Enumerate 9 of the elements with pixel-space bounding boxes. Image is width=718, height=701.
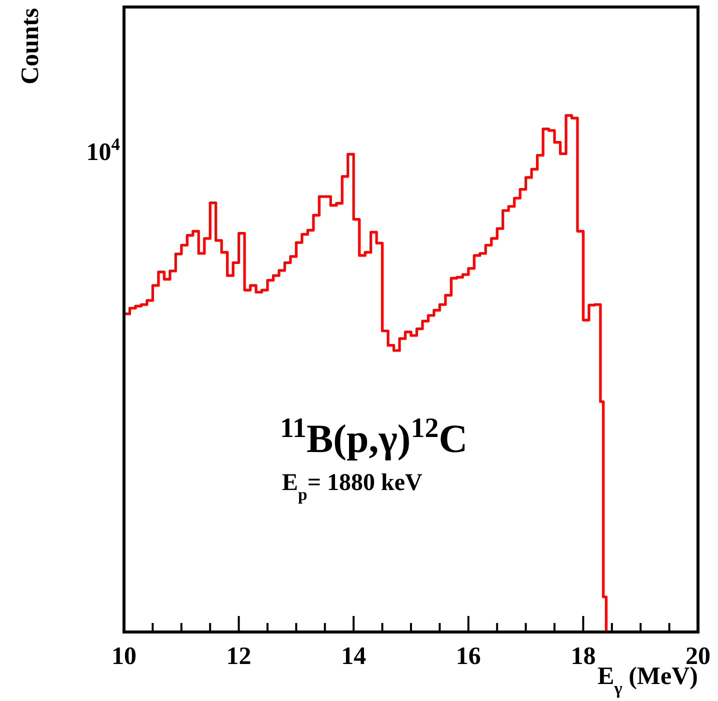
x-tick-label: 16: [456, 643, 481, 670]
x-tick-label: 14: [341, 643, 367, 670]
annotation: E$_{p}$= 1880 keV: [282, 470, 424, 504]
x-tick-label: 12: [226, 643, 252, 670]
annotation: $^{11}$B(p,γ)$^{12}$C: [280, 412, 468, 461]
text: 10$^{4}$: [86, 134, 120, 166]
x-tick-label: 18: [570, 643, 596, 670]
x-tick-label: 10: [112, 643, 136, 670]
y-axis-title: Counts: [17, 8, 44, 84]
